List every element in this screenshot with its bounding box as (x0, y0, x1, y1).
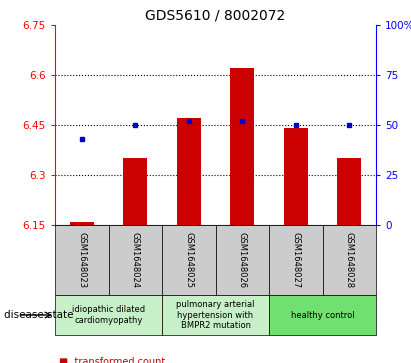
Bar (55, 295, 162, 335)
Text: healthy control: healthy control (291, 310, 354, 319)
Bar (55, 225, 109, 295)
Bar (284, 129, 308, 225)
Text: idiopathic dilated
cardiomyopathy: idiopathic dilated cardiomyopathy (72, 305, 145, 325)
Text: disease state: disease state (4, 310, 74, 320)
Bar (177, 118, 201, 225)
Text: GSM1648027: GSM1648027 (291, 232, 300, 288)
Bar (162, 295, 269, 335)
Bar (123, 158, 147, 225)
Text: GSM1648028: GSM1648028 (345, 232, 354, 288)
Title: GDS5610 / 8002072: GDS5610 / 8002072 (145, 8, 286, 23)
Bar (269, 225, 323, 295)
Bar (230, 68, 254, 225)
Text: GSM1648026: GSM1648026 (238, 232, 247, 288)
Bar (109, 225, 162, 295)
Text: GSM1648023: GSM1648023 (77, 232, 86, 288)
Bar (269, 295, 376, 335)
Bar (70, 222, 94, 225)
Text: ■  transformed count: ■ transformed count (59, 357, 165, 363)
Bar (162, 225, 215, 295)
Bar (323, 225, 376, 295)
Text: pulmonary arterial
hypertension with
BMPR2 mutation: pulmonary arterial hypertension with BMP… (176, 300, 255, 330)
Text: GSM1648024: GSM1648024 (131, 232, 140, 288)
Text: GSM1648025: GSM1648025 (184, 232, 193, 288)
Bar (337, 158, 361, 225)
Bar (215, 225, 269, 295)
